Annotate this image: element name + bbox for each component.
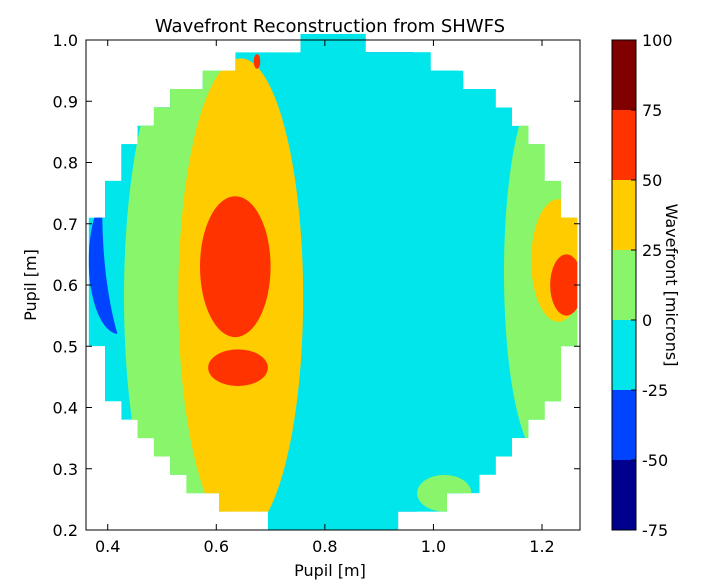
- colorbar: -75 -50 -25 0 25 50 75 100: [611, 31, 673, 540]
- colorbar-tick-label: 0: [642, 311, 652, 330]
- y-tick-label: 0.5: [53, 337, 78, 356]
- colorbar-segment: [612, 320, 636, 390]
- contour-band: [208, 349, 268, 387]
- y-tick-label: 0.7: [53, 215, 78, 234]
- y-tick-label: 0.8: [53, 154, 78, 173]
- contour-plot: [88, 33, 578, 531]
- colorbar-segment: [612, 250, 636, 320]
- contour-band: [417, 474, 472, 512]
- contour-band: [253, 54, 261, 69]
- y-axis: 0.2 0.3 0.4 0.5 0.6 0.7 0.8 0.9 1.0: [53, 31, 580, 540]
- x-axis-label: Pupil [m]: [294, 561, 366, 580]
- y-axis-label: Pupil [m]: [21, 249, 40, 321]
- x-tick-label: 1.2: [529, 537, 554, 556]
- colorbar-segment: [612, 40, 636, 110]
- y-tick-label: 1.0: [53, 31, 78, 50]
- y-tick-label: 0.2: [53, 521, 78, 540]
- colorbar-tick-label: -75: [642, 521, 668, 540]
- colorbar-frame: [611, 39, 637, 531]
- colorbar-tick-label: 100: [642, 31, 673, 50]
- colorbar-label: Wavefront [microns]: [662, 204, 681, 367]
- y-tick-label: 0.9: [53, 92, 78, 111]
- colorbar-tick-label: -50: [642, 451, 668, 470]
- colorbar-tick-label: 25: [642, 241, 662, 260]
- colorbar-segment: [612, 390, 636, 460]
- contour-band: [200, 196, 271, 338]
- chart-title: Wavefront Reconstruction from SHWFS: [155, 16, 505, 37]
- colorbar-tick-label: 50: [642, 171, 662, 190]
- colorbar-tick-label: 75: [642, 101, 662, 120]
- contour-band: [276, 33, 504, 531]
- y-tick-label: 0.6: [53, 276, 78, 295]
- x-tick-label: 0.8: [312, 537, 337, 556]
- y-tick-label: 0.3: [53, 460, 78, 479]
- contour-band: [550, 254, 578, 316]
- colorbar-tick-label: -25: [642, 381, 668, 400]
- x-tick-label: 0.4: [95, 537, 120, 556]
- x-tick-label: 1.0: [421, 537, 446, 556]
- colorbar-segment: [612, 180, 636, 250]
- x-tick-label: 0.6: [204, 537, 229, 556]
- colorbar-segment: [612, 460, 636, 530]
- y-tick-label: 0.4: [53, 399, 78, 418]
- colorbar-segment: [612, 110, 636, 180]
- x-axis: 0.4 0.6 0.8 1.0 1.2: [95, 40, 555, 556]
